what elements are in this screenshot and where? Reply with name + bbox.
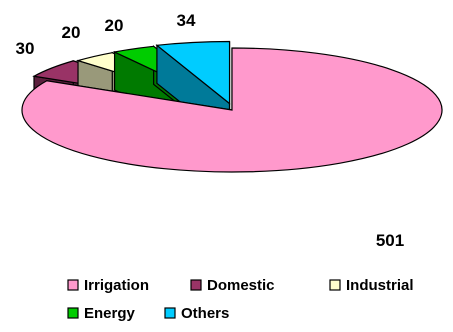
data-label-energy: 20 bbox=[105, 16, 124, 35]
legend-swatch bbox=[329, 279, 341, 291]
legend-item-others: Others bbox=[164, 305, 229, 322]
legend-swatch bbox=[67, 307, 79, 319]
data-label-others: 34 bbox=[177, 11, 196, 30]
data-label-irrigation: 501 bbox=[376, 231, 404, 250]
legend-label: Irrigation bbox=[84, 277, 149, 294]
data-labels: 501 30 20 20 34 bbox=[16, 11, 405, 250]
legend-item-energy: Energy bbox=[67, 305, 136, 322]
legend-item-irrigation: Irrigation bbox=[67, 277, 149, 294]
legend-item-industrial: Industrial bbox=[329, 277, 414, 294]
legend-item-domestic: Domestic bbox=[190, 277, 275, 294]
pie-slices bbox=[21, 40, 443, 173]
legend: Irrigation Domestic Industrial Energy Others bbox=[67, 277, 414, 322]
legend-label: Others bbox=[181, 305, 229, 322]
data-label-industrial: 20 bbox=[62, 23, 81, 42]
legend-label: Energy bbox=[84, 305, 136, 322]
legend-swatch bbox=[67, 279, 79, 291]
legend-label: Industrial bbox=[346, 277, 414, 294]
pie-slice-irrigation bbox=[21, 47, 443, 173]
legend-label: Domestic bbox=[207, 277, 275, 294]
legend-swatch bbox=[164, 307, 176, 319]
legend-swatch bbox=[190, 279, 202, 291]
data-label-domestic: 30 bbox=[16, 39, 35, 58]
